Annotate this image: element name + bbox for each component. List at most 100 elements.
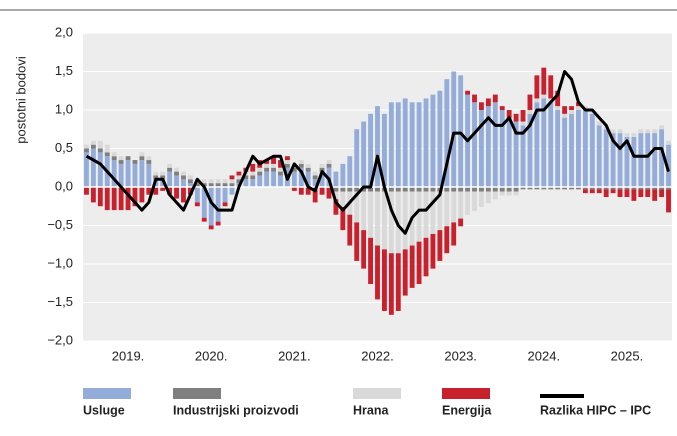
bar (479, 191, 484, 208)
bar (617, 133, 623, 187)
bar (382, 113, 387, 187)
bar (167, 171, 173, 187)
legend-label: Razlika HIPC – IPC (540, 403, 651, 417)
bar (368, 113, 373, 187)
bar (541, 98, 547, 187)
bar (645, 189, 651, 198)
bar (215, 221, 221, 226)
bar (472, 187, 477, 192)
bar (118, 156, 124, 161)
x-tick-label: 2024. (528, 348, 561, 363)
bar (222, 202, 228, 207)
bar (569, 110, 574, 114)
bar (444, 79, 450, 187)
bar (368, 191, 373, 238)
bar (340, 207, 346, 231)
bar (181, 187, 186, 203)
bar (430, 94, 436, 187)
bar (146, 163, 152, 187)
legend-swatch (353, 388, 401, 399)
bar (333, 171, 339, 187)
bar (347, 187, 353, 192)
bar (555, 106, 561, 110)
x-tick-label: 2023. (444, 348, 477, 363)
bar (319, 187, 325, 195)
bar (312, 187, 318, 203)
bar (541, 187, 547, 190)
x-tick-label: 2022. (361, 348, 394, 363)
bar (569, 113, 574, 187)
bar (354, 222, 360, 261)
bar (472, 102, 477, 187)
bar (284, 163, 290, 168)
bar (409, 187, 415, 192)
bar (506, 187, 512, 192)
bar (118, 163, 124, 187)
bar (208, 183, 214, 187)
bar (534, 75, 540, 99)
x-tick-label: 2021. (278, 348, 311, 363)
legend-swatch (173, 388, 221, 399)
bar (84, 187, 89, 195)
bar (264, 171, 270, 187)
bar (451, 222, 457, 246)
bar (652, 133, 658, 187)
bar (430, 233, 436, 269)
y-axis-label: postotni bodovi (13, 56, 28, 144)
bar (111, 160, 117, 187)
bar (534, 98, 540, 103)
bar (395, 253, 401, 311)
bar (354, 187, 360, 192)
bar (84, 152, 89, 187)
bar (187, 183, 193, 187)
bar (174, 187, 179, 199)
bar (312, 179, 318, 187)
bar (603, 189, 609, 198)
bar (534, 187, 540, 190)
bar (194, 183, 200, 187)
bar (416, 241, 422, 285)
bar (382, 191, 387, 250)
bar (111, 187, 117, 211)
bar (284, 160, 290, 164)
bar (458, 191, 464, 219)
bar (291, 167, 297, 172)
bar (361, 187, 367, 192)
bar (395, 187, 401, 192)
bar (250, 179, 256, 187)
bar (229, 179, 235, 184)
legend-label: Hrana (353, 403, 389, 417)
bar (479, 102, 484, 110)
bar (319, 171, 325, 187)
bar (118, 160, 124, 164)
bar (375, 106, 380, 187)
bar (499, 191, 505, 196)
bar (278, 167, 283, 172)
bar (596, 189, 602, 194)
bar (90, 144, 96, 149)
legend-label: Usluge (83, 403, 125, 417)
bar (472, 94, 477, 103)
bar (555, 110, 561, 187)
bar (631, 189, 637, 201)
x-tick-label: 2019. (112, 348, 145, 363)
bar (305, 167, 311, 172)
bar (617, 129, 623, 134)
bar (638, 189, 644, 198)
bar (375, 245, 380, 300)
bar (278, 175, 283, 187)
bar (243, 179, 249, 187)
bar (548, 75, 554, 99)
bar (589, 187, 595, 190)
bar (520, 125, 526, 187)
bar (402, 191, 408, 250)
bar (215, 179, 221, 184)
bar (430, 187, 436, 192)
bar (298, 167, 304, 187)
bar (388, 102, 394, 187)
bar (527, 110, 533, 114)
bar (492, 191, 498, 200)
bar (250, 175, 256, 180)
bar (90, 148, 96, 187)
bar (402, 98, 408, 187)
